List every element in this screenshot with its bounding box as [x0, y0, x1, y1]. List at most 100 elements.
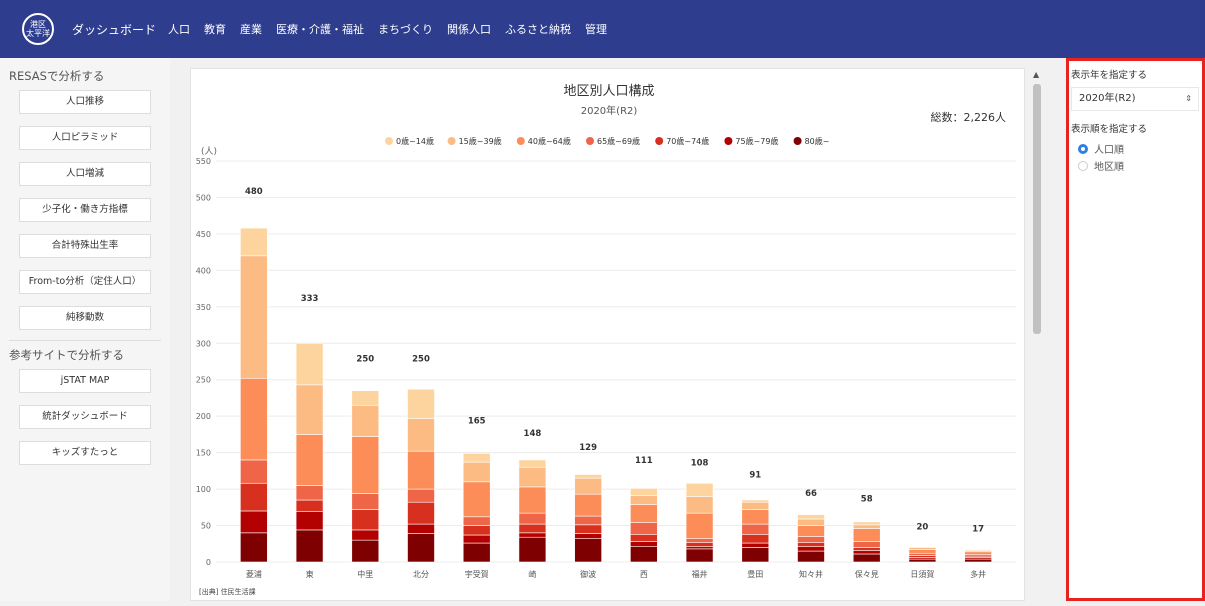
bar-segment[interactable]: [852, 541, 881, 548]
bar-segment[interactable]: [797, 514, 825, 520]
bar-segment[interactable]: [240, 482, 268, 512]
town-logo[interactable]: 港区 太平洋: [22, 13, 54, 45]
bar-segment[interactable]: [574, 533, 602, 539]
bar-segment[interactable]: [407, 533, 435, 563]
bar-segment[interactable]: [964, 551, 992, 556]
bar-segment[interactable]: [630, 495, 658, 505]
bar-segment[interactable]: [797, 542, 825, 547]
bar-segment[interactable]: [630, 546, 658, 563]
bar-segment[interactable]: [351, 509, 380, 531]
legend-marker[interactable]: [516, 137, 525, 145]
resas-net-migration-button[interactable]: 純移動数: [19, 306, 151, 330]
nav-related-population[interactable]: 関係人口: [447, 23, 492, 36]
radio-unselected-icon[interactable]: [1078, 160, 1088, 171]
legend-label[interactable]: 65歳~69歳: [597, 136, 640, 146]
bar-segment[interactable]: [462, 525, 491, 536]
bar-segment[interactable]: [574, 515, 602, 526]
bar-segment[interactable]: [908, 555, 937, 558]
nav-medical-welfare[interactable]: 医療・介護・福祉: [276, 23, 365, 36]
bar-segment[interactable]: [685, 546, 714, 550]
resas-population-pyramid-button[interactable]: 人口ピラミッド: [19, 126, 151, 150]
bar-segment[interactable]: [295, 434, 324, 486]
bar-segment[interactable]: [797, 518, 825, 526]
bar-segment[interactable]: [240, 532, 268, 563]
legend-label[interactable]: 70歳~74歳: [666, 136, 709, 146]
bar-segment[interactable]: [908, 558, 937, 563]
bar-segment[interactable]: [295, 485, 324, 501]
kids-stat-button[interactable]: キッズすたっと: [19, 441, 151, 465]
bar-segment[interactable]: [574, 474, 602, 479]
bar-segment[interactable]: [741, 523, 770, 535]
legend-marker[interactable]: [655, 137, 664, 145]
jstat-map-button[interactable]: jSTAT MAP: [19, 369, 151, 393]
legend-marker[interactable]: [385, 137, 393, 145]
bar-segment[interactable]: [685, 482, 714, 497]
resas-population-change-button[interactable]: 人口増減: [19, 162, 151, 186]
bar-segment[interactable]: [630, 541, 658, 547]
legend-marker[interactable]: [586, 137, 594, 145]
legend-marker[interactable]: [447, 137, 456, 145]
legend-label[interactable]: 15歳~39歳: [459, 136, 502, 146]
bar-segment[interactable]: [852, 553, 881, 563]
bar-segment[interactable]: [407, 388, 435, 419]
bar-segment[interactable]: [295, 384, 324, 435]
resas-birthrate-work-button[interactable]: 少子化・働き方指標: [19, 198, 151, 222]
bar-segment[interactable]: [462, 453, 491, 463]
bar-segment[interactable]: [351, 390, 380, 406]
bar-segment[interactable]: [685, 542, 714, 547]
scrollbar-thumb[interactable]: [1033, 84, 1041, 334]
bar-segment[interactable]: [462, 516, 491, 526]
bar-segment[interactable]: [462, 534, 491, 544]
bar-segment[interactable]: [852, 524, 881, 529]
bar-segment[interactable]: [574, 477, 602, 495]
bar-segment[interactable]: [852, 547, 881, 551]
bar-segment[interactable]: [407, 523, 435, 534]
bar-segment[interactable]: [518, 512, 547, 525]
bar-segment[interactable]: [462, 461, 491, 483]
bar-segment[interactable]: [407, 450, 435, 490]
bar-segment[interactable]: [462, 481, 491, 518]
bar-segment[interactable]: [518, 459, 547, 468]
legend-marker[interactable]: [724, 137, 733, 145]
bar-segment[interactable]: [295, 511, 324, 531]
bar-segment[interactable]: [518, 523, 547, 534]
bar-segment[interactable]: [462, 542, 491, 563]
bar-segment[interactable]: [685, 538, 714, 543]
bar-segment[interactable]: [797, 546, 825, 552]
scroll-up-icon[interactable]: ▲: [1033, 70, 1040, 79]
bar-segment[interactable]: [295, 529, 324, 563]
bar-segment[interactable]: [741, 533, 770, 544]
bar-segment[interactable]: [240, 227, 268, 257]
legend-label[interactable]: 0歳~14歳: [396, 136, 434, 146]
bar-segment[interactable]: [685, 548, 714, 563]
bar-segment[interactable]: [351, 436, 380, 494]
bar-segment[interactable]: [351, 404, 380, 437]
bar-segment[interactable]: [240, 459, 268, 484]
bar-segment[interactable]: [574, 493, 602, 517]
resas-fertility-rate-button[interactable]: 合計特殊出生率: [19, 234, 151, 258]
bar-segment[interactable]: [741, 509, 770, 525]
bar-segment[interactable]: [630, 504, 658, 523]
bar-segment[interactable]: [240, 377, 268, 461]
order-radio-district[interactable]: 地区順: [1078, 158, 1200, 173]
bar-segment[interactable]: [630, 488, 658, 496]
bar-segment[interactable]: [685, 512, 714, 539]
bar-segment[interactable]: [518, 466, 547, 488]
bar-segment[interactable]: [295, 499, 324, 512]
legend-marker[interactable]: [793, 137, 802, 145]
nav-population[interactable]: 人口: [168, 23, 191, 36]
bar-segment[interactable]: [908, 546, 937, 548]
nav-dashboard[interactable]: ダッシュボード: [72, 22, 157, 37]
nav-hometown-tax[interactable]: ふるさと納税: [505, 23, 572, 36]
order-radio-population[interactable]: 人口順: [1078, 141, 1200, 156]
bar-segment[interactable]: [852, 521, 881, 526]
bar-segment[interactable]: [351, 539, 380, 563]
bar-segment[interactable]: [741, 547, 770, 563]
resas-from-to-button[interactable]: From-to分析（定住人口）: [19, 270, 151, 294]
bar-segment[interactable]: [685, 496, 714, 514]
bar-segment[interactable]: [351, 529, 380, 541]
legend-label[interactable]: 75歳~79歳: [735, 136, 778, 146]
resas-population-trend-button[interactable]: 人口推移: [19, 90, 151, 114]
bar-segment[interactable]: [518, 536, 547, 563]
nav-industry[interactable]: 産業: [240, 23, 263, 36]
